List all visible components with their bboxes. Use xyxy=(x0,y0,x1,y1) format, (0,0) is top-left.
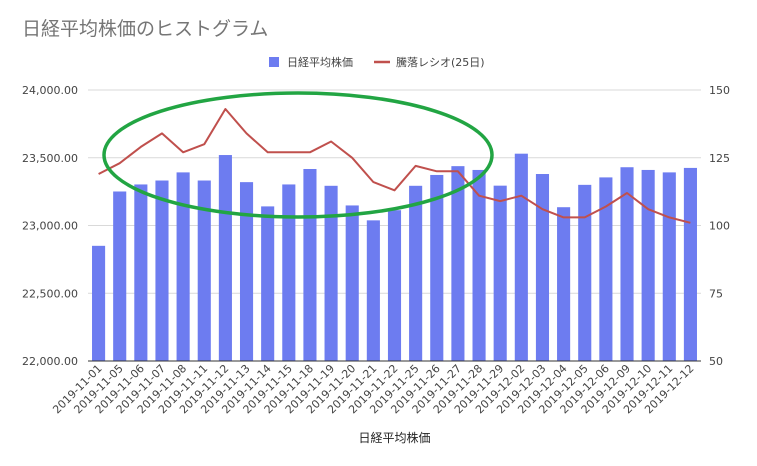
bar xyxy=(472,169,486,361)
bar xyxy=(451,166,465,361)
bar xyxy=(387,210,402,361)
legend-label-line: 騰落レシオ(25日) xyxy=(396,55,485,69)
bar xyxy=(662,172,676,361)
annotation-ellipse xyxy=(102,91,494,219)
bar xyxy=(493,185,507,361)
bar xyxy=(557,207,571,361)
y-left-tick-label: 22,500.00 xyxy=(22,287,78,300)
bar xyxy=(599,177,613,361)
bar xyxy=(155,180,169,361)
bar xyxy=(366,220,380,361)
y-right-tick-label: 125 xyxy=(709,152,730,165)
line-series xyxy=(98,108,691,224)
y-left-tick-label: 23,500.00 xyxy=(22,152,78,165)
bar xyxy=(261,206,275,361)
bar xyxy=(578,184,592,361)
legend-label-bars: 日経平均株価 xyxy=(287,55,353,69)
bar xyxy=(409,185,423,361)
bar xyxy=(620,167,634,361)
bar xyxy=(535,174,550,361)
bar xyxy=(113,191,127,361)
y-right-tick-label: 150 xyxy=(709,84,730,97)
y-left-tick-label: 23,000.00 xyxy=(22,220,78,233)
bar xyxy=(239,182,254,361)
bar xyxy=(134,184,148,361)
y-right-tick-label: 50 xyxy=(709,355,723,368)
legend-swatch-bars xyxy=(269,57,279,67)
chart-title: 日経平均株価のヒストグラム xyxy=(22,18,269,40)
bar xyxy=(345,205,359,361)
bar xyxy=(324,185,338,361)
bar xyxy=(282,184,296,361)
x-axis-title: 日経平均株価 xyxy=(358,430,430,445)
y-right-tick-label: 75 xyxy=(709,287,723,300)
y-right-tick-label: 100 xyxy=(709,220,730,233)
bar xyxy=(197,180,211,361)
bar xyxy=(641,169,655,361)
bar xyxy=(430,174,444,361)
bar xyxy=(176,172,190,361)
bar xyxy=(514,153,528,361)
y-left-tick-label: 24,000.00 xyxy=(22,84,78,97)
bar xyxy=(303,168,317,361)
bar xyxy=(683,167,697,361)
y-left-tick-label: 22,000.00 xyxy=(22,355,78,368)
bar xyxy=(92,245,106,361)
bar xyxy=(218,155,232,361)
